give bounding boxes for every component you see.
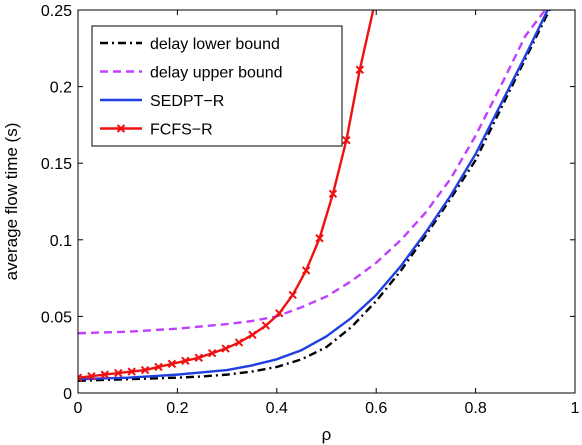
legend-marker bbox=[116, 124, 126, 133]
series-3-point bbox=[248, 330, 257, 339]
point-stroke bbox=[140, 365, 150, 375]
series-3-point bbox=[140, 365, 150, 375]
point-stroke bbox=[154, 362, 163, 372]
y-tick-label: 0.15 bbox=[41, 156, 72, 173]
point-stroke bbox=[355, 65, 365, 74]
point-stroke bbox=[221, 344, 230, 353]
x-tick-label: 0.2 bbox=[166, 400, 188, 417]
series-3-point bbox=[288, 290, 297, 300]
series-3-point bbox=[275, 309, 284, 318]
point-stroke bbox=[301, 266, 311, 275]
series-3-point bbox=[342, 136, 351, 145]
y-tick-label: 0.05 bbox=[41, 309, 72, 326]
point-stroke bbox=[248, 330, 257, 339]
series-3-point bbox=[154, 362, 163, 372]
series-3-point bbox=[181, 356, 190, 366]
legend-label: delay upper bound bbox=[150, 65, 283, 82]
point-stroke bbox=[87, 371, 96, 381]
series-3-point bbox=[261, 321, 271, 330]
y-tick-label: 0.25 bbox=[41, 3, 72, 20]
series-3-point bbox=[207, 348, 217, 358]
series-3-point bbox=[221, 344, 230, 353]
series-3-point bbox=[167, 359, 177, 369]
clipped-series bbox=[78, 10, 551, 382]
point-stroke bbox=[261, 321, 271, 330]
x-axis: 0 0.2 0.4 0.6 0.8 1 bbox=[74, 10, 580, 417]
legend: delay lower bound delay upper bound SEDPT−… bbox=[91, 25, 343, 147]
y-tick-label: 0.2 bbox=[50, 80, 72, 97]
x-tick-label: 0.6 bbox=[365, 400, 387, 417]
legend-label: delay lower bound bbox=[150, 36, 280, 53]
series-3-point bbox=[194, 353, 203, 362]
series-1-line bbox=[78, 10, 547, 335]
legend-box bbox=[91, 25, 343, 147]
series-3-point bbox=[301, 266, 311, 275]
y-tick-label: 0.1 bbox=[50, 233, 72, 250]
series-3-point bbox=[100, 370, 110, 379]
point-stroke bbox=[114, 368, 123, 378]
x-axis-label: ρ bbox=[322, 425, 332, 444]
legend-label: SEDPT−R bbox=[150, 93, 224, 110]
series-2-line bbox=[78, 10, 549, 381]
point-stroke bbox=[78, 373, 83, 380]
legend-label: FCFS−R bbox=[150, 122, 213, 139]
point-stroke bbox=[288, 290, 297, 300]
point-stroke bbox=[207, 348, 217, 358]
x-tick-label: 0 bbox=[74, 400, 83, 417]
point-stroke bbox=[234, 338, 244, 347]
series-3-point bbox=[114, 368, 123, 378]
point-stroke bbox=[100, 370, 110, 379]
point-stroke bbox=[78, 376, 83, 382]
series-3-point bbox=[315, 234, 324, 243]
point-stroke bbox=[181, 356, 190, 366]
series-layer bbox=[78, 10, 551, 382]
x-tick-label: 0.8 bbox=[464, 400, 486, 417]
point-stroke bbox=[342, 136, 351, 145]
x-tick-label: 1 bbox=[571, 400, 580, 417]
series-3-point bbox=[355, 65, 365, 74]
x-tick-label: 0.4 bbox=[266, 400, 288, 417]
point-stroke bbox=[315, 234, 324, 243]
series-3-point bbox=[78, 373, 83, 382]
y-axis: 0 0.05 0.1 0.15 0.2 0.25 bbox=[41, 3, 575, 403]
point-stroke bbox=[127, 367, 136, 376]
point-stroke bbox=[275, 309, 284, 318]
series-3-point bbox=[234, 338, 244, 347]
point-stroke bbox=[328, 189, 338, 199]
point-stroke bbox=[194, 353, 203, 362]
point-stroke bbox=[167, 359, 177, 369]
series-3-point bbox=[328, 189, 338, 199]
series-3-point bbox=[87, 371, 96, 381]
plot-frame bbox=[77, 9, 576, 394]
y-tick-label: 0 bbox=[63, 386, 72, 403]
y-axis-label: average flow time (s) bbox=[2, 123, 21, 281]
series-3-point bbox=[127, 367, 136, 376]
series-0-line bbox=[78, 10, 551, 382]
